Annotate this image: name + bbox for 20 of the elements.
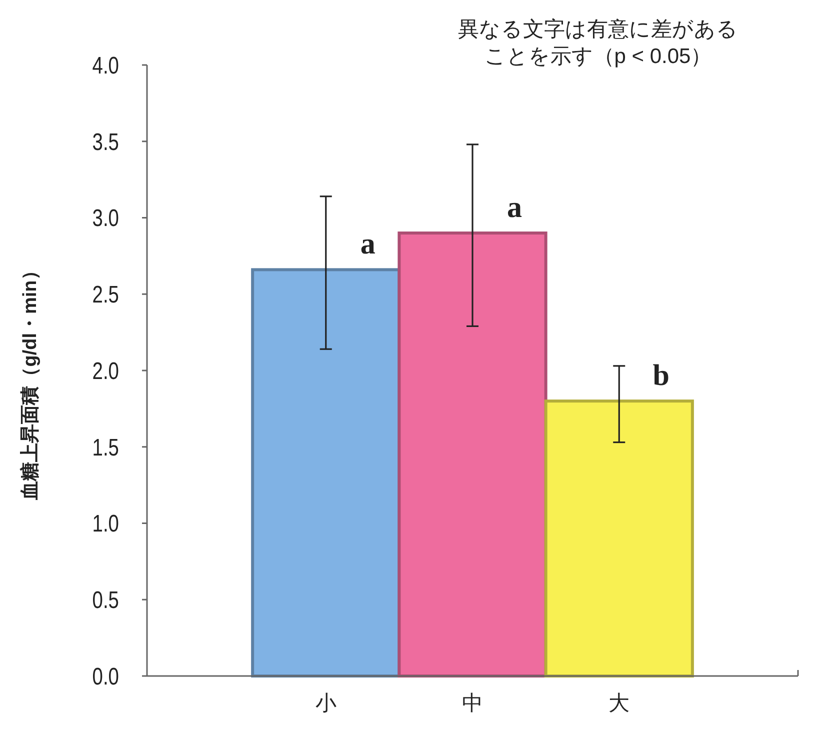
y-tick-label: 2.0 [92,356,119,384]
bar [398,232,548,678]
y-tick-label: 1.5 [92,433,119,461]
text: 異なる文字は有意に差がある [458,18,738,41]
y-tick-label: 0.0 [92,662,119,690]
y-tick-label: 4.0 [92,51,119,79]
x-tick-label: 大 [608,692,630,715]
y-axis-title: 血糖上昇面積（g/dl・min） [19,261,41,501]
annotation: a [360,228,376,261]
y-tick-label: 3.5 [92,128,119,156]
annotation: ことを示す（p < 0.05） [484,45,712,68]
y-tick-label: 0.5 [92,586,119,614]
annotation: a [507,191,522,224]
x-tick-label: 中 [462,692,483,715]
y-tick-label: 2.5 [92,280,119,308]
y-tick-label: 1.0 [92,510,119,538]
x-tick-label: 小 [315,692,336,715]
annotation: b [652,359,670,392]
bar [544,400,694,678]
y-tick-label: 3.0 [92,204,119,232]
